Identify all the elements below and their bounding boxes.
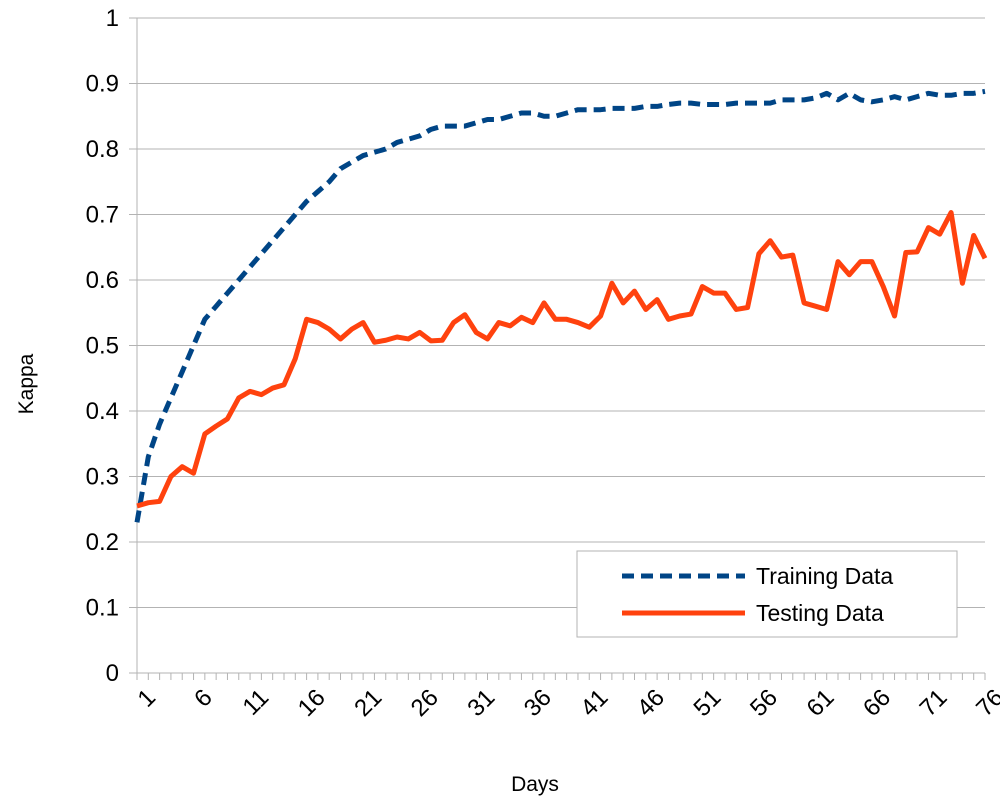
x-tick-label: 61 xyxy=(802,684,840,722)
series-line-training-data xyxy=(134,88,986,523)
x-tick-label: 41 xyxy=(575,684,613,722)
legend-box xyxy=(576,550,958,638)
x-tick-label: 6 xyxy=(189,684,218,713)
x-tick-label: 76 xyxy=(971,684,1000,722)
x-tick-label: 71 xyxy=(915,684,953,722)
x-tick-label: 56 xyxy=(745,684,783,722)
y-tick-label: 0.1 xyxy=(86,595,119,622)
legend-label-training: Training Data xyxy=(756,563,893,589)
series-lines xyxy=(134,88,988,523)
y-tick-label: 0.2 xyxy=(86,529,119,556)
x-tick-label: 21 xyxy=(349,684,387,722)
y-tick-label: 0.6 xyxy=(86,267,119,294)
y-tick-label: 0 xyxy=(106,660,119,687)
x-tick-label: 1 xyxy=(133,684,162,713)
y-tick-label: 0.3 xyxy=(86,464,119,491)
series-line-testing-data xyxy=(136,210,988,509)
y-tick-label: 1 xyxy=(106,5,119,32)
y-tick-label: 0.9 xyxy=(86,71,119,98)
x-tick-label: 46 xyxy=(632,684,670,722)
legend: Training Data Testing Data xyxy=(576,550,958,638)
x-axis-ticks: 1 6 11 16 21 26 31 36 41 46 51 56 61 66 71 76 xyxy=(133,673,1000,722)
y-axis-title: Kappa xyxy=(15,353,38,414)
x-tick-label: 16 xyxy=(293,684,331,722)
x-tick-label: 31 xyxy=(462,684,500,722)
y-axis-ticks: 0 0.1 0.2 0.3 0.4 0.5 0.6 0.7 0.8 0.9 1 xyxy=(86,5,137,687)
x-tick-label: 26 xyxy=(406,684,444,722)
y-tick-label: 0.4 xyxy=(86,398,119,425)
x-tick-label: 51 xyxy=(688,684,726,722)
y-tick-label: 0.5 xyxy=(86,333,119,360)
y-tick-label: 0.8 xyxy=(86,136,119,163)
x-tick-label: 66 xyxy=(858,684,896,722)
y-tick-label: 0.7 xyxy=(86,202,119,229)
x-tick-label: 11 xyxy=(237,684,274,721)
x-axis-title: Days xyxy=(511,773,559,796)
legend-label-testing: Testing Data xyxy=(756,600,884,626)
gridlines xyxy=(136,17,985,674)
x-tick-label: 36 xyxy=(519,684,557,722)
